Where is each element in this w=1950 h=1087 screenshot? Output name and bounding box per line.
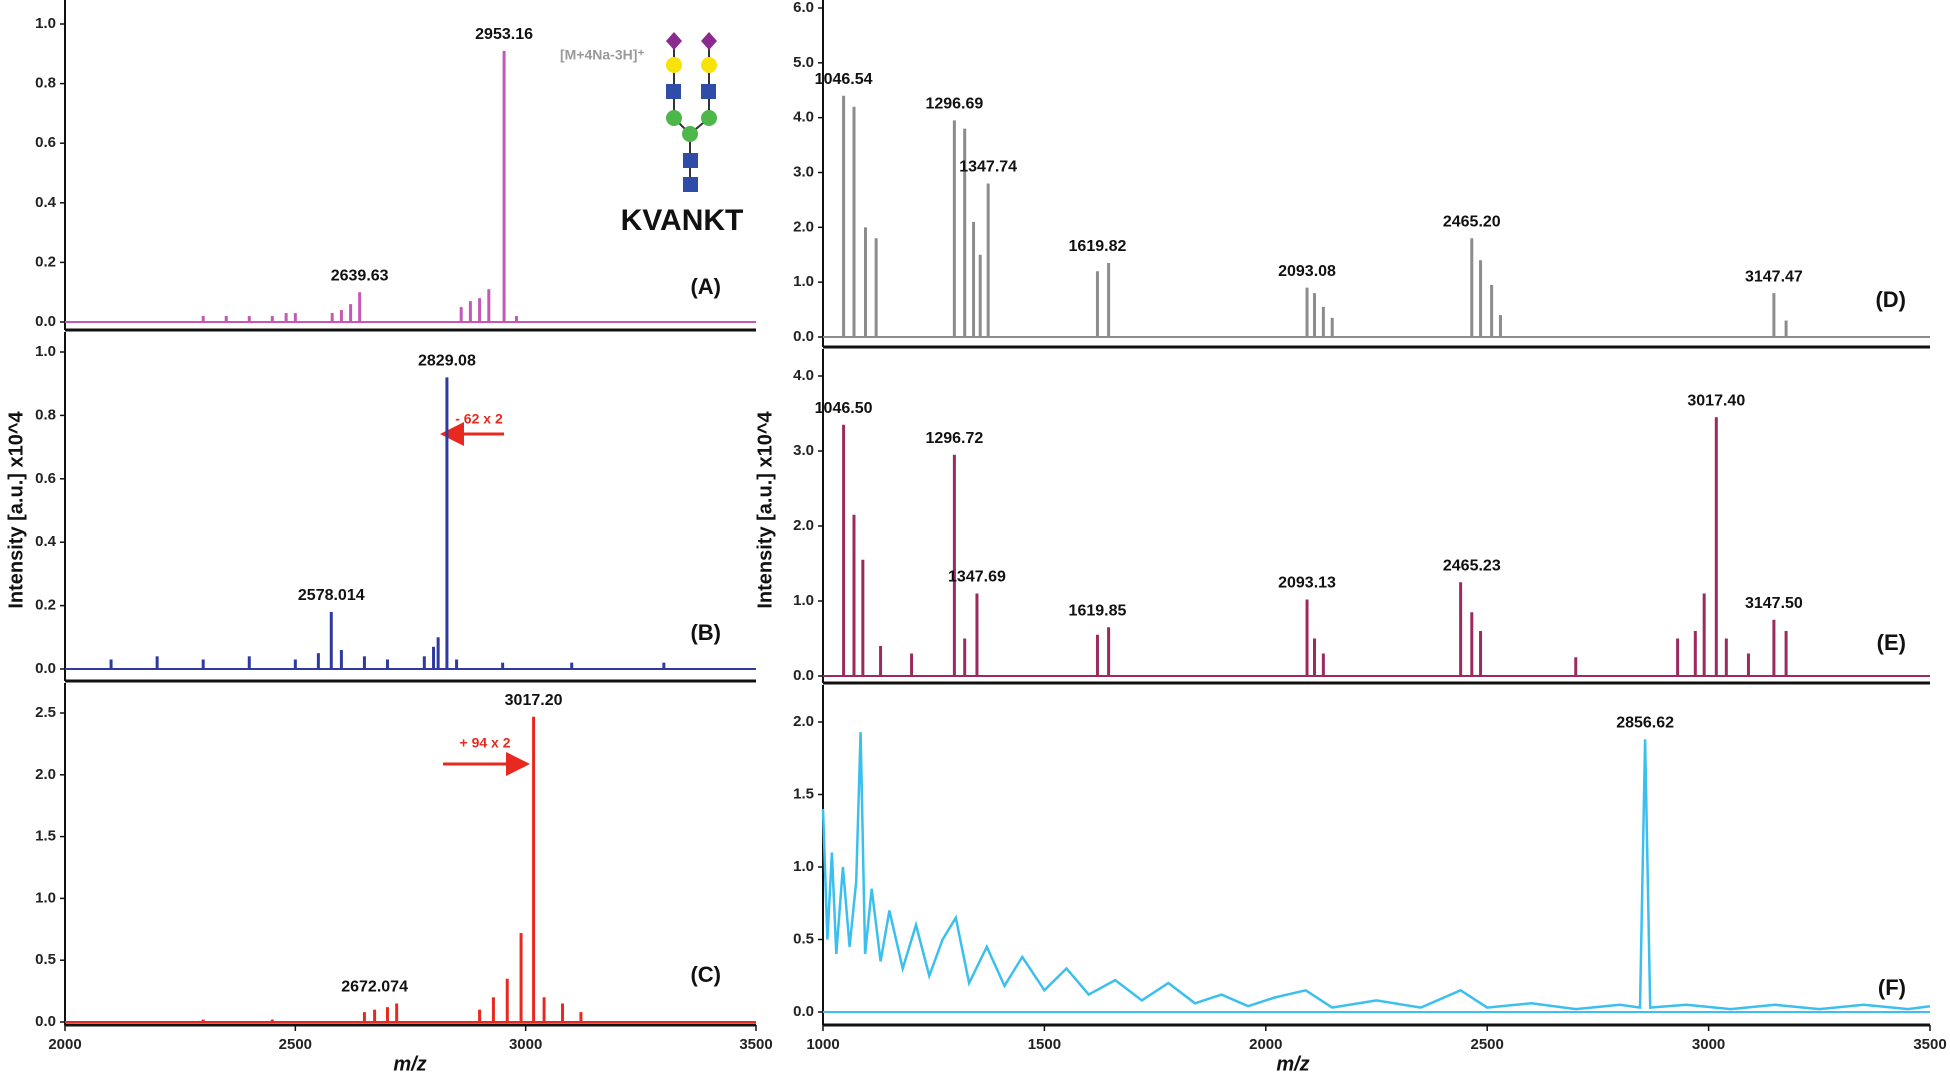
y-tick-label: 2.5: [35, 704, 56, 721]
y-tick-label: 0.0: [793, 1003, 814, 1020]
panel-label: (D): [1875, 287, 1906, 312]
y-tick-label: 4.0: [793, 367, 814, 384]
peak-label: 2093.08: [1278, 263, 1336, 280]
y-tick-label: 0.8: [35, 75, 56, 92]
y-tick-label: 0.8: [35, 406, 56, 423]
panel-label: (F): [1878, 975, 1906, 1000]
x-axis-label: m/z: [1276, 1053, 1309, 1075]
y-tick-label: 0.4: [35, 194, 57, 211]
y-tick-label: 0.6: [35, 134, 56, 151]
y-tick-label: 1.0: [793, 858, 814, 875]
peak-label: 3147.47: [1745, 268, 1803, 285]
peak-label: 2465.23: [1443, 557, 1501, 574]
spectrum-line: [821, 732, 1931, 1011]
y-tick-label: 4.0: [793, 109, 814, 126]
peak-label: 2829.08: [418, 353, 476, 370]
x-tick-label: 3500: [739, 1036, 772, 1053]
x-tick-label: 2500: [1471, 1036, 1504, 1053]
panel-label: (B): [690, 620, 721, 645]
peak-label: 1347.74: [959, 159, 1017, 176]
y-tick-label: 1.0: [35, 889, 56, 906]
x-tick-label: 2000: [1249, 1036, 1282, 1053]
y-tick-label: 0.6: [35, 470, 56, 487]
y-tick-label: 2.0: [35, 766, 56, 783]
x-tick-label: 3000: [1692, 1036, 1725, 1053]
peak-label: 2639.63: [331, 267, 389, 284]
y-tick-label: 0.0: [35, 1013, 56, 1030]
y-tick-label: 0.5: [793, 930, 814, 947]
peak-label: 1619.85: [1069, 602, 1127, 619]
peak-label: 2578.014: [298, 587, 365, 604]
x-tick-label: 1500: [1028, 1036, 1061, 1053]
peptide-label: KVANKT: [621, 204, 744, 237]
peak-label: 1347.69: [948, 569, 1006, 586]
shift-label: + 94 x 2: [460, 735, 511, 751]
x-tick-label: 3000: [509, 1036, 542, 1053]
y-tick-label: 0.0: [793, 328, 814, 345]
peak-label: 3017.20: [505, 692, 563, 709]
peak-label: 2093.13: [1278, 575, 1336, 592]
y-tick-label: 3.0: [793, 163, 814, 180]
glycan-structure: [666, 32, 717, 192]
y-tick-label: 1.0: [793, 273, 814, 290]
shift-label: - 62 x 2: [455, 411, 503, 427]
y-tick-label: 2.0: [793, 713, 814, 730]
y-axis-label: Intensity [a.u.] x10^4: [754, 410, 776, 608]
x-tick-label: 2500: [279, 1036, 312, 1053]
peak-label: 3017.40: [1687, 392, 1745, 409]
x-tick-label: 1000: [806, 1036, 839, 1053]
ion-label: [M+4Na-3H]⁺: [560, 47, 645, 63]
y-tick-label: 1.0: [793, 592, 814, 609]
peak-label: 1046.50: [815, 400, 873, 417]
y-axis-label: Intensity [a.u.] x10^4: [5, 410, 27, 608]
peak-label: 2856.62: [1616, 715, 1674, 732]
y-tick-label: 2.0: [793, 517, 814, 534]
peak-label: 3147.50: [1745, 595, 1803, 612]
y-tick-label: 0.2: [35, 253, 56, 270]
peak-label: 1046.54: [815, 71, 873, 88]
y-tick-label: 2.0: [793, 218, 814, 235]
peak-label: 2953.16: [475, 26, 533, 43]
panel-label: (C): [690, 962, 721, 987]
y-tick-label: 3.0: [793, 442, 814, 459]
y-tick-label: 1.0: [35, 15, 56, 32]
x-tick-label: 2000: [48, 1036, 81, 1053]
panel-label: (A): [690, 274, 721, 299]
y-tick-label: 5.0: [793, 54, 814, 71]
panel-label: (E): [1877, 630, 1906, 655]
y-tick-label: 0.0: [793, 667, 814, 684]
y-tick-label: 0.0: [35, 313, 56, 330]
x-tick-label: 3500: [1913, 1036, 1946, 1053]
y-tick-label: 0.5: [35, 951, 56, 968]
y-tick-label: 1.0: [35, 343, 56, 360]
y-tick-label: 6.0: [793, 0, 814, 16]
y-tick-label: 0.4: [35, 533, 57, 550]
peak-label: 2672.074: [341, 979, 408, 996]
x-axis-label: m/z: [393, 1053, 426, 1075]
y-tick-label: 1.5: [793, 785, 814, 802]
peak-label: 1296.69: [925, 96, 983, 113]
peak-label: 1296.72: [925, 430, 983, 447]
peak-label: 1619.82: [1069, 238, 1127, 255]
y-tick-label: 0.2: [35, 597, 56, 614]
peak-label: 2465.20: [1443, 214, 1501, 231]
y-tick-label: 0.0: [35, 660, 56, 677]
y-tick-label: 1.5: [35, 828, 56, 845]
